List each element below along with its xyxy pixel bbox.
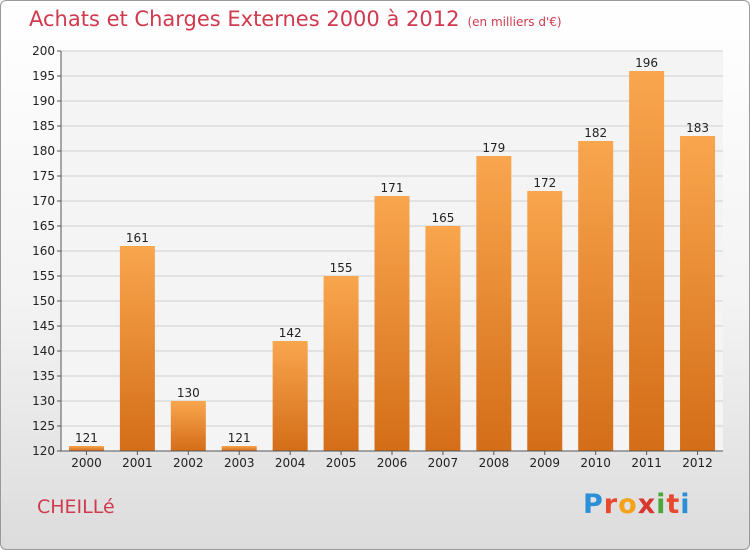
x-tick-label: 2008 bbox=[479, 456, 510, 470]
bar bbox=[170, 401, 206, 451]
data-label: 179 bbox=[482, 141, 505, 155]
bar bbox=[323, 276, 359, 451]
bar bbox=[272, 341, 308, 451]
logo-letter: t bbox=[666, 489, 681, 520]
y-tick-label: 165 bbox=[32, 219, 55, 233]
y-tick-label: 135 bbox=[32, 369, 55, 383]
logo-letter: i bbox=[680, 489, 691, 520]
y-tick-label: 155 bbox=[32, 269, 55, 283]
bar bbox=[527, 191, 563, 451]
data-label: 165 bbox=[431, 211, 454, 225]
logo-letter: x bbox=[637, 489, 657, 520]
x-tick-label: 2012 bbox=[682, 456, 713, 470]
y-tick-label: 190 bbox=[32, 94, 55, 108]
x-tick-label: 2007 bbox=[428, 456, 459, 470]
bar bbox=[221, 446, 257, 451]
x-tick-label: 2005 bbox=[326, 456, 357, 470]
axes: 120 125 130 135 140 145 150 155 160 165 170 175 180 1… bbox=[32, 44, 723, 470]
proxiti-logo: Proxiti bbox=[583, 489, 691, 520]
y-tick-label: 150 bbox=[32, 294, 55, 308]
y-tick-label: 180 bbox=[32, 144, 55, 158]
data-label: 171 bbox=[381, 181, 404, 195]
data-label: 121 bbox=[75, 431, 98, 445]
data-label: 155 bbox=[330, 261, 353, 275]
bar bbox=[680, 136, 716, 451]
x-tick-label: 2002 bbox=[173, 456, 204, 470]
data-label: 121 bbox=[228, 431, 251, 445]
logo-letter: o bbox=[618, 489, 638, 520]
data-label: 142 bbox=[279, 326, 302, 340]
x-tick-label: 2004 bbox=[275, 456, 306, 470]
y-tick-label: 125 bbox=[32, 419, 55, 433]
y-tick-label: 195 bbox=[32, 69, 55, 83]
logo-letter: i bbox=[656, 489, 667, 520]
unit-label: (en milliers d'€) bbox=[467, 15, 562, 29]
commune-name: CHEILLé bbox=[37, 496, 115, 518]
bar bbox=[374, 196, 410, 451]
bar bbox=[119, 246, 155, 451]
bar bbox=[425, 226, 461, 451]
logo-letter: P bbox=[583, 489, 604, 520]
bar bbox=[476, 156, 512, 451]
data-label: 172 bbox=[533, 176, 556, 190]
bars: 121 161 130 121 142 155 171 165 179 172 182 196 183 bbox=[68, 56, 716, 451]
data-label: 196 bbox=[635, 56, 658, 70]
x-tick-label: 2001 bbox=[122, 456, 153, 470]
data-label: 182 bbox=[584, 126, 607, 140]
title-text: Achats et Charges Externes 2000 à 2012 bbox=[29, 7, 460, 31]
y-tick-label: 200 bbox=[32, 44, 55, 58]
bar bbox=[629, 71, 665, 451]
x-tick-label: 2010 bbox=[580, 456, 611, 470]
y-tick-label: 140 bbox=[32, 344, 55, 358]
data-label: 161 bbox=[126, 231, 149, 245]
data-label: 183 bbox=[686, 121, 709, 135]
y-tick-label: 185 bbox=[32, 119, 55, 133]
x-tick-label: 2011 bbox=[631, 456, 662, 470]
y-tick-label: 175 bbox=[32, 169, 55, 183]
x-tick-label: 2003 bbox=[224, 456, 255, 470]
y-tick-label: 170 bbox=[32, 194, 55, 208]
y-tick-label: 130 bbox=[32, 394, 55, 408]
chart-title: Achats et Charges Externes 2000 à 2012 (e… bbox=[29, 7, 562, 31]
x-tick-label: 2009 bbox=[529, 456, 560, 470]
x-tick-label: 2000 bbox=[71, 456, 102, 470]
y-tick-label: 160 bbox=[32, 244, 55, 258]
bar bbox=[68, 446, 104, 451]
bar bbox=[578, 141, 614, 451]
y-tick-label: 120 bbox=[32, 444, 55, 458]
y-tick-label: 145 bbox=[32, 319, 55, 333]
data-label: 130 bbox=[177, 386, 200, 400]
x-tick-label: 2006 bbox=[377, 456, 408, 470]
logo-letter: r bbox=[603, 489, 619, 520]
